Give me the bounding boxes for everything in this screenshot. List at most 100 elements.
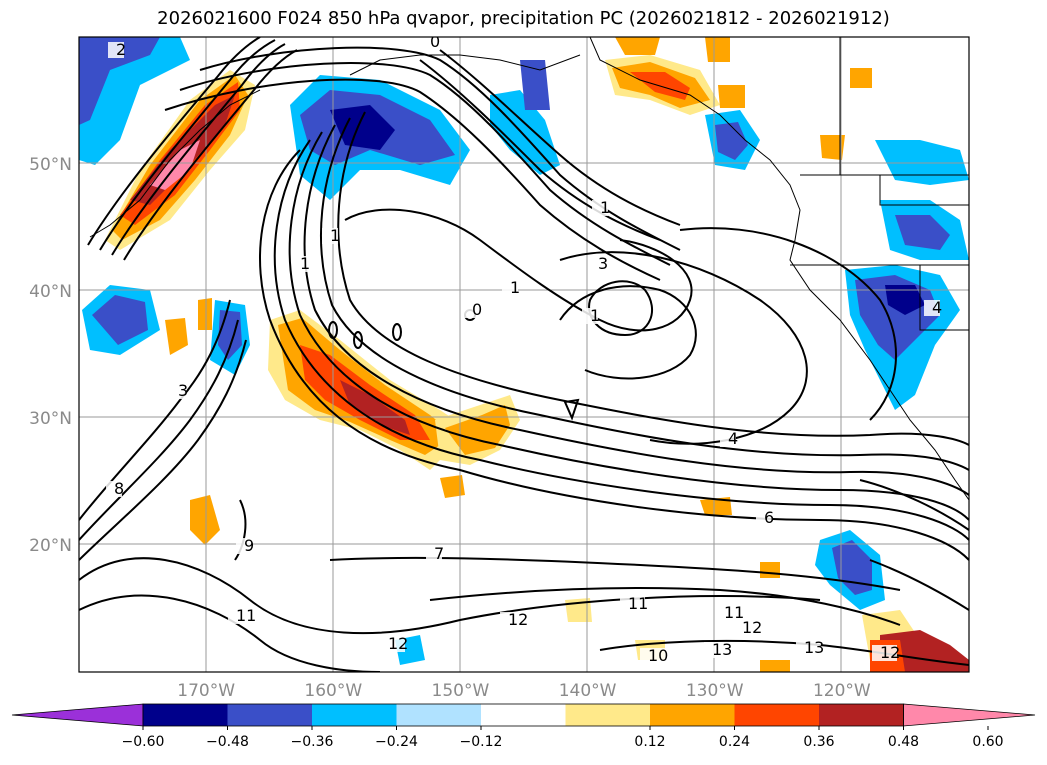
contour-label: 7	[434, 544, 444, 563]
contour-label-bg	[756, 510, 772, 526]
contour-line	[111, 43, 286, 256]
contour-label: 3	[598, 254, 608, 273]
contour-label-bg	[640, 648, 665, 664]
contour-line	[79, 557, 821, 635]
contour-label: 12	[388, 634, 408, 653]
negative-anomaly-region	[490, 90, 560, 175]
lon-tick-label: 170°W	[177, 681, 235, 701]
contour-line	[353, 331, 363, 349]
contour-label: 1	[300, 254, 310, 273]
contour-label-bg	[704, 642, 729, 658]
contour-line	[329, 556, 901, 591]
contour-line	[288, 131, 969, 521]
contour-label: 0	[430, 32, 440, 51]
coastline	[89, 37, 969, 501]
contour-line	[679, 227, 897, 421]
contour-label-bg	[422, 37, 438, 50]
colorbar-bin	[819, 704, 904, 726]
negative-anomaly-region	[520, 60, 550, 110]
contour-label: 2	[116, 40, 126, 59]
colorbar-bin	[481, 704, 566, 726]
lon-tick-label: 130°W	[686, 681, 744, 701]
colorbar-bin	[143, 704, 228, 726]
lon-axis-labels: 170°W 160°W 150°W 140°W 130°W 120°W	[177, 681, 871, 701]
contour-line	[419, 59, 661, 241]
contour-line	[559, 285, 697, 380]
contour-label: 12	[742, 618, 762, 637]
colorbar-bin	[227, 704, 312, 726]
negative-anomaly-region	[715, 122, 748, 160]
positive-anomaly-region	[165, 318, 188, 355]
colorbar-tick-label: 0.60	[972, 734, 1003, 750]
colorbar-bin	[565, 704, 650, 726]
contour-label: 11	[236, 606, 256, 625]
map-frame	[78, 36, 970, 673]
contour-line	[337, 111, 969, 446]
contour-label: 4	[728, 429, 738, 448]
contour-label-bg	[292, 256, 308, 272]
contour-label-bg	[502, 280, 518, 296]
lat-tick-label: 40°N	[29, 282, 72, 302]
positive-anomaly-region	[700, 497, 732, 515]
colorbar-bin	[650, 704, 735, 726]
contour-label-bg	[108, 42, 124, 58]
contour-label-bg	[236, 538, 252, 554]
contour-label: 8	[114, 479, 124, 498]
colorbar-tick-label: 0.48	[888, 734, 919, 750]
contour-label-bg	[582, 308, 598, 324]
contour-label: 6	[764, 508, 774, 527]
lat-tick-label: 50°N	[29, 155, 72, 175]
contour-line	[392, 323, 402, 341]
positive-anomaly-region	[850, 68, 872, 88]
colorbar: −0.60 −0.48 −0.36 −0.24 −0.12 0.12 0.24 0.36 0.4…	[11, 703, 1036, 750]
contour-label-bg	[720, 431, 736, 447]
contour-label-bg	[796, 640, 821, 656]
contour-label-bg	[426, 546, 442, 562]
contour-label: 1	[600, 198, 610, 217]
contour-label: 9	[244, 536, 254, 555]
positive-anomaly-region	[705, 37, 730, 62]
contour-line	[439, 49, 681, 226]
colorbar-tick-label: −0.24	[375, 734, 418, 750]
positive-anomaly-region	[760, 660, 790, 672]
gridlines	[79, 37, 969, 672]
contour-label-bg	[106, 481, 122, 497]
contour-label-bg	[592, 200, 608, 216]
contour-label-bg	[380, 636, 405, 652]
contour-label-bg	[464, 302, 480, 318]
contour-line	[199, 46, 681, 251]
contour-label: 1	[590, 306, 600, 325]
positive-anomaly-region	[190, 495, 220, 545]
contour-line	[328, 321, 338, 339]
negative-anomaly-region	[895, 215, 950, 250]
contour-line	[563, 398, 580, 421]
contour-label: 12	[880, 643, 900, 662]
contour-line	[273, 139, 969, 541]
colorbar-tick-label: 0.24	[719, 734, 750, 750]
contour-line	[79, 594, 381, 672]
contour-line	[429, 587, 901, 626]
colorbar-bin	[396, 704, 481, 726]
positive-anomaly-region	[760, 562, 780, 578]
contour-label: 11	[724, 603, 744, 622]
contour-label: 4	[932, 298, 942, 317]
positive-anomaly-region	[340, 380, 410, 435]
negative-anomaly-region	[885, 285, 925, 315]
contour-line	[123, 49, 298, 261]
contour-line	[234, 499, 247, 561]
contour-line	[259, 149, 969, 561]
border-states	[919, 265, 969, 331]
lon-tick-label: 140°W	[559, 681, 617, 701]
contour-line	[164, 78, 661, 281]
contour-label-bg	[734, 620, 759, 636]
contour-label-bg	[228, 608, 253, 624]
colorbar-outline	[142, 703, 904, 727]
colorbar-tick-label: 0.12	[634, 734, 665, 750]
contour-label-bg	[590, 256, 606, 272]
contour-label: 1	[330, 226, 340, 245]
chart-title: 2026021600 F024 850 hPa qvapor, precipit…	[157, 8, 890, 29]
lon-tick-label: 150°W	[432, 681, 490, 701]
contour-line	[320, 117, 969, 471]
contour-label: 13	[712, 640, 732, 659]
